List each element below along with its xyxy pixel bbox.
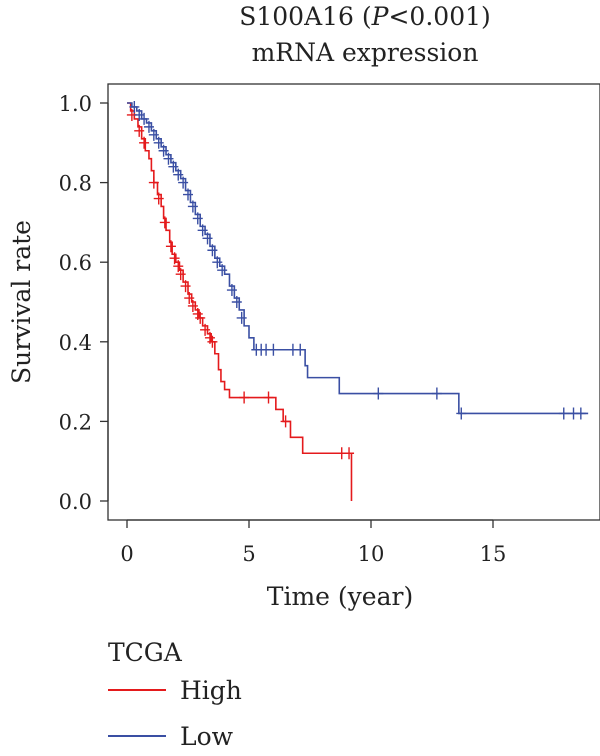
censor-mark-high [134,124,145,137]
censor-mark-low [212,256,223,269]
censor-mark-low [158,144,169,157]
censor-mark-low [268,343,279,356]
x-tick-label: 15 [480,542,507,566]
x-tick-label: 0 [120,542,133,566]
censor-mark-low [183,188,193,201]
censor-mark-high [175,268,186,281]
y-tick-label: 0.0 [59,490,92,514]
censor-mark-low [178,176,189,189]
censor-mark-high [187,299,198,312]
censor-mark-low [143,120,154,133]
x-tick-label: 5 [242,542,255,566]
censor-mark-low [295,343,306,356]
censor-mark-low [373,387,384,400]
censor-mark-low [148,128,159,141]
censor-mark-high [169,252,180,265]
y-tick-label: 1.0 [59,92,92,116]
y-tick-label: 0.2 [59,410,92,434]
legend-title: TCGA [108,638,182,667]
censor-mark-low [173,168,184,181]
x-axis-label: Time (year) [267,582,413,611]
censor-mark-low [202,232,213,245]
axes: 0.0 0.2 0.4 0.6 0.8 1.0 0 5 10 15 Time (year) Survi… [7,83,600,611]
censor-mark-high [195,311,206,324]
censor-mark-low [575,407,586,420]
censor-mark-high [148,176,159,189]
legend-item-low: Low [108,721,233,751]
censor-mark-low [558,407,569,420]
y-tick-label: 0.8 [59,172,92,196]
censor-mark-high [263,391,274,404]
legend-swatch-low [108,735,166,737]
censor-mark-high [153,192,164,205]
censor-mark-high [180,280,191,293]
censor-mark-high [344,447,355,460]
chart-subtitle: mRNA expression [251,38,479,67]
censor-mark-high [239,391,250,404]
y-axis-label: Survival rate [7,220,36,384]
censor-mark-low [217,264,228,277]
censor-mark-low [236,311,247,324]
plot-frame [107,83,600,521]
censor-mark-low [192,212,203,225]
censor-mark-low [197,224,208,237]
legend-label-low: Low [180,721,234,751]
x-tick-label: 10 [358,542,385,566]
censor-mark-high [207,335,218,348]
censor-mark-low [153,136,164,149]
censor-mark-high [139,136,150,149]
censor-mark-high [280,415,291,428]
y-tick-label: 0.6 [59,251,92,275]
censor-mark-low [129,100,140,113]
censor-mark-low [168,160,179,173]
censor-mark-low [231,296,242,308]
censor-mark-high [184,292,195,305]
y-tick-label: 0.4 [59,331,92,355]
censor-mark-high [200,323,211,336]
chart-title: S100A16 (P<0.001) [239,2,491,31]
survival-curve-high [127,102,353,501]
censor-mark-high [173,260,184,273]
censor-mark-low [456,407,467,420]
censor-mark-low [163,152,174,165]
legend-label-high: High [180,675,242,705]
survival-curves [126,100,589,501]
legend-item-high: High [108,675,242,705]
censor-mark-high [165,240,176,253]
censor-mark-low [139,112,150,125]
survival-curve-low [127,102,589,415]
censor-mark-low [226,284,237,297]
censor-mark-low [187,200,198,213]
censor-mark-high [159,216,170,229]
legend-swatch-high [108,689,166,691]
censor-mark-low [431,387,442,400]
censor-mark-low [207,244,218,257]
